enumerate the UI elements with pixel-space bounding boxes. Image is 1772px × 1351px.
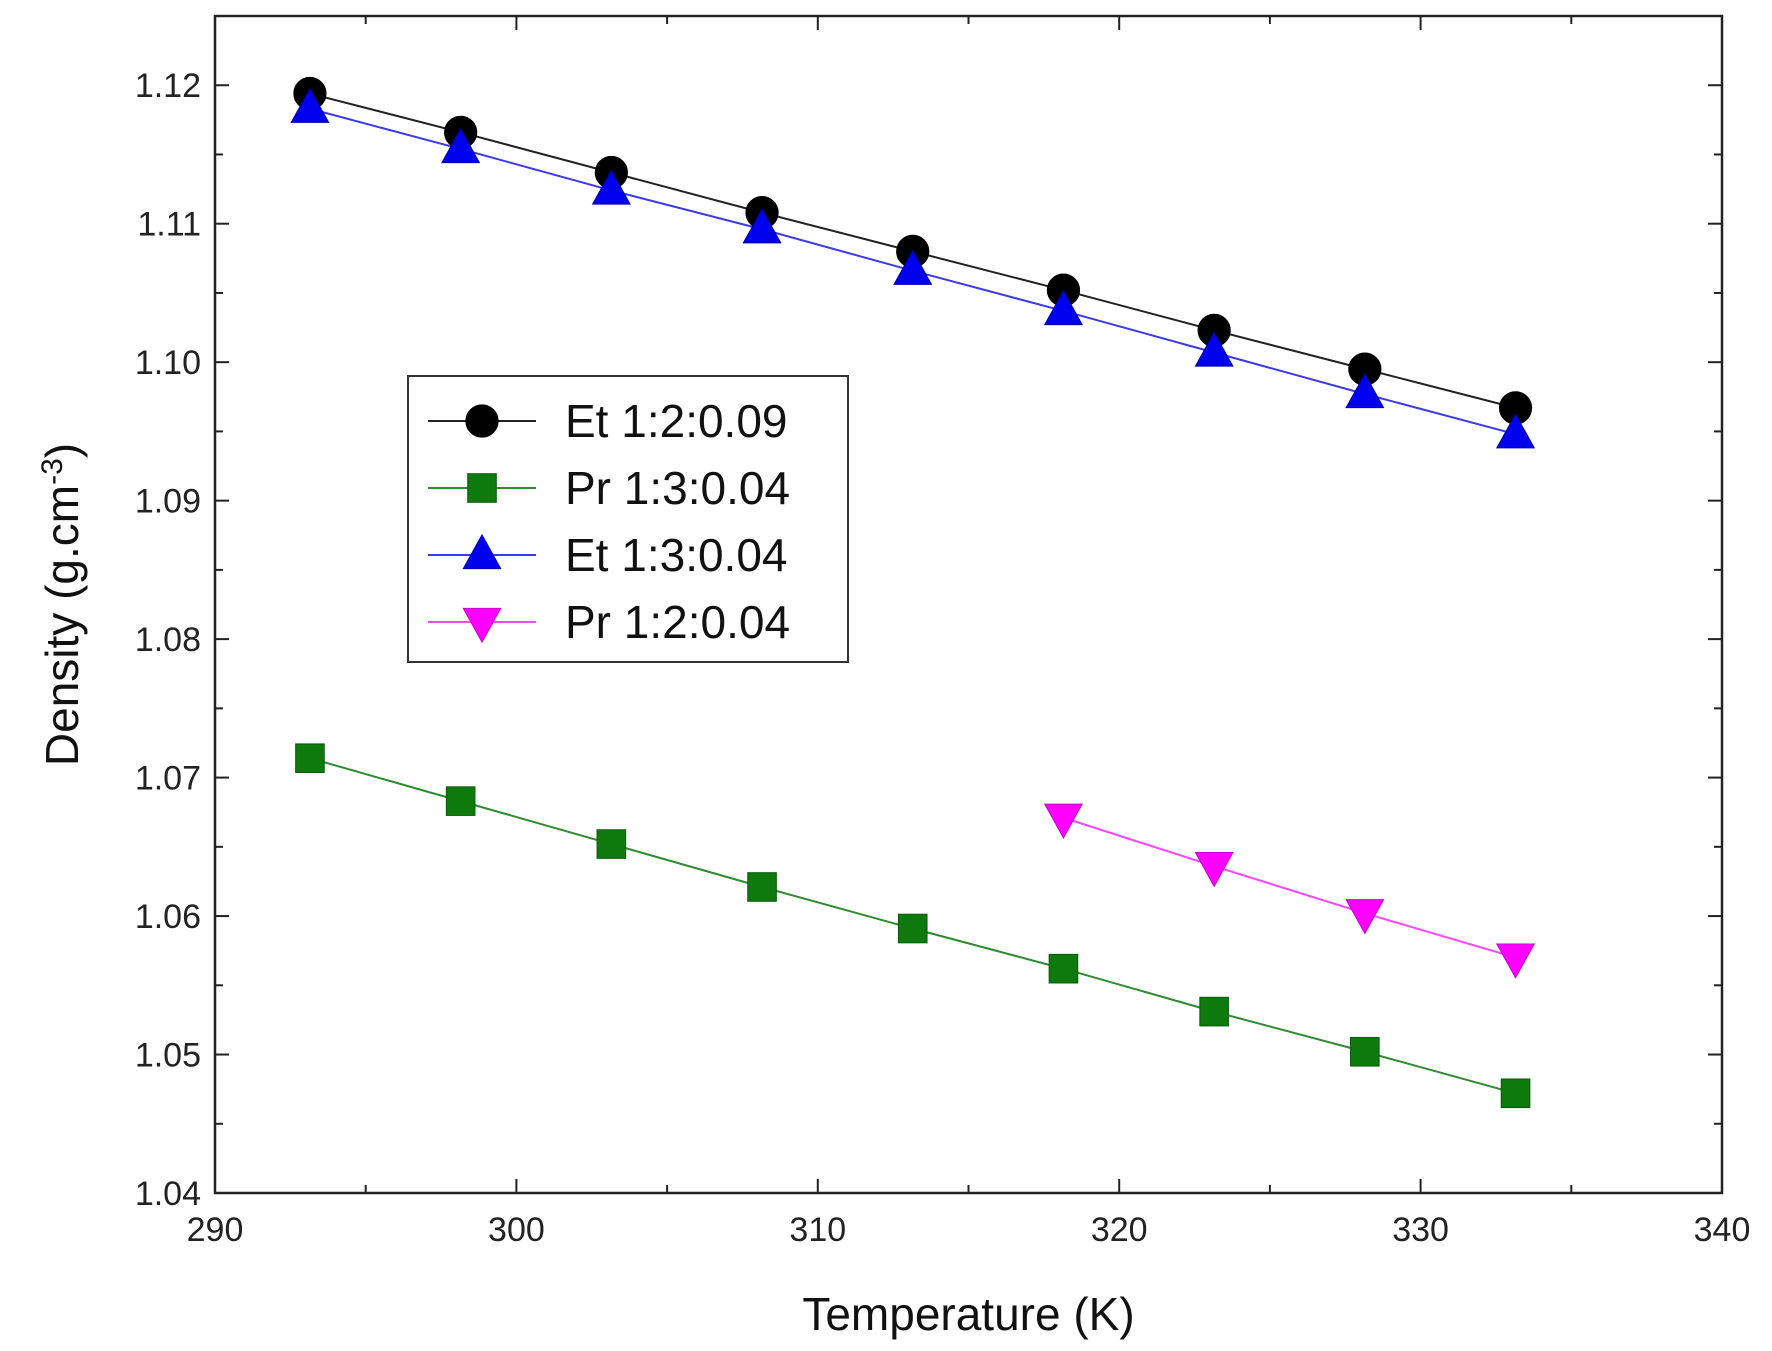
legend-marker <box>465 404 499 438</box>
y-tick-label: 1.10 <box>135 344 201 382</box>
x-tick-label: 300 <box>488 1211 545 1249</box>
data-point <box>1043 803 1084 839</box>
y-tick-label: 1.09 <box>135 483 201 521</box>
data-point <box>1500 1078 1531 1109</box>
data-point <box>1345 899 1385 935</box>
data-point <box>1043 289 1084 326</box>
data-point <box>747 872 777 902</box>
data-point <box>1199 996 1229 1027</box>
data-point <box>893 249 933 285</box>
data-point <box>1495 412 1536 449</box>
data-point <box>596 829 627 859</box>
data-point <box>1350 1036 1380 1067</box>
data-point <box>441 127 481 164</box>
legend-label: Et 1:3:0.04 <box>565 529 788 581</box>
y-tick-label: 1.11 <box>137 206 201 244</box>
y-tick-label: 1.07 <box>135 760 201 798</box>
y-tick-label: 1.04 <box>135 1175 201 1213</box>
data-point <box>290 87 330 123</box>
y-tick-label: 1.08 <box>135 621 201 659</box>
data-point <box>897 913 928 944</box>
x-axis-title: Temperature (K) <box>802 1288 1134 1340</box>
x-tick-label: 330 <box>1392 1211 1449 1249</box>
data-point <box>742 208 782 244</box>
x-tick-label: 310 <box>789 1211 846 1249</box>
data-point <box>445 786 476 816</box>
x-tick-label: 290 <box>187 1211 244 1249</box>
legend-marker <box>462 533 502 570</box>
data-point <box>1048 953 1079 984</box>
y-tick-label: 1.12 <box>135 67 201 105</box>
data-point <box>591 169 631 205</box>
series-line-3 <box>1063 816 1516 959</box>
y-tick-label: 1.06 <box>135 898 201 936</box>
data-point <box>1345 372 1385 409</box>
legend-label: Pr 1:3:0.04 <box>565 462 790 514</box>
data-point <box>295 743 325 774</box>
legend-marker <box>467 473 497 503</box>
data-point <box>1194 852 1234 888</box>
x-tick-label: 340 <box>1694 1211 1751 1249</box>
legend-label: Et 1:2:0.09 <box>565 395 788 447</box>
y-axis-title: Density (g.cm-3) <box>36 443 88 766</box>
data-point <box>1194 331 1234 367</box>
legend-marker <box>462 607 502 644</box>
x-tick-label: 320 <box>1091 1211 1148 1249</box>
y-tick-label: 1.05 <box>135 1037 201 1075</box>
data-point <box>1495 943 1536 979</box>
legend-label: Pr 1:2:0.04 <box>565 596 790 648</box>
